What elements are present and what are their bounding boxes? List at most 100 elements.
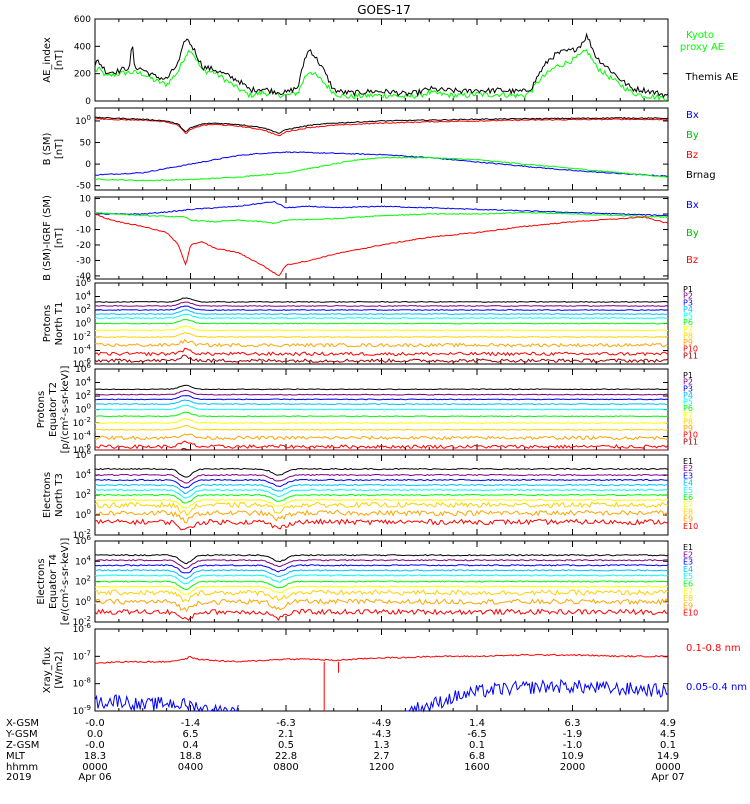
elec2-channel-label: E8 bbox=[683, 594, 693, 603]
footer-row-label: hhmm bbox=[6, 762, 38, 773]
xray-legend-long: 0.1-0.8 nm bbox=[686, 643, 741, 654]
bigrf-series-line bbox=[95, 200, 669, 217]
prot2-ytick-label: 10-4 bbox=[73, 430, 92, 443]
bigrf-ytick-label: 10 bbox=[80, 195, 92, 205]
footer-value: Apr 07 bbox=[651, 772, 684, 783]
prot1-channel-line bbox=[94, 313, 669, 320]
footer-value: 0.5 bbox=[278, 740, 294, 751]
prot2-ylabel: [p/(cm²-s-sr-keV)] bbox=[60, 366, 71, 454]
bigrf-legend-bz: Bz bbox=[686, 255, 698, 266]
prot1-channel-label: P2 bbox=[683, 292, 693, 301]
elec2-channel-label: E6 bbox=[683, 580, 693, 589]
elec2-channel-line bbox=[94, 608, 669, 621]
elec1-channel-label: E2 bbox=[683, 464, 693, 473]
elec1-channel-line bbox=[94, 478, 669, 489]
prot2-channel-label: P2 bbox=[683, 378, 693, 387]
elec2-channel-label: E10 bbox=[683, 609, 698, 618]
prot2-channel-line bbox=[94, 440, 669, 450]
elec2-channel-line bbox=[94, 574, 669, 585]
ae-ylabel: AE_index bbox=[42, 37, 53, 83]
bsm-ylabel: B (SM) bbox=[42, 132, 53, 165]
prot1-channel-line bbox=[94, 347, 669, 357]
elec2-channel-label: E4 bbox=[683, 565, 693, 574]
prot2-channel-label: P6 bbox=[683, 404, 693, 413]
xray-legend-short: 0.05-0.4 nm bbox=[686, 682, 747, 693]
prot1-channel-label: P7 bbox=[683, 325, 693, 334]
bsm-ytick-label: 100 bbox=[75, 114, 91, 127]
prot2-channel-label: P8 bbox=[683, 417, 693, 426]
footer-value: -4.9 bbox=[372, 718, 392, 729]
ae-frame bbox=[94, 18, 669, 102]
elec1-channel-label: E5 bbox=[683, 486, 693, 495]
xray-series-line bbox=[94, 694, 239, 713]
elec1-ylabel: Electrons bbox=[42, 472, 53, 518]
footer-value: -1.4 bbox=[181, 718, 201, 729]
elec2-channel-line bbox=[94, 580, 669, 591]
prot1-ytick-label: 100 bbox=[75, 317, 91, 330]
footer-value: 6.3 bbox=[565, 718, 581, 729]
bigrf-ytick-label: -10 bbox=[76, 225, 91, 235]
elec1-channel-label: E6 bbox=[683, 493, 693, 502]
elec1-channel-line bbox=[95, 467, 669, 478]
bigrf-legend-bx: Bx bbox=[686, 200, 699, 211]
prot2-ytick-label: 102 bbox=[75, 389, 91, 402]
plot-title: GOES-17 bbox=[357, 3, 411, 17]
prot1-channel-label: P9 bbox=[683, 338, 693, 347]
footer-value: 4.5 bbox=[660, 729, 676, 740]
footer-value: 6.8 bbox=[469, 751, 485, 762]
elec1-channel-label: E3 bbox=[683, 471, 693, 480]
bigrf-ylabel: [nT] bbox=[54, 228, 65, 248]
prot1-channel-line bbox=[94, 297, 669, 303]
prot2-channel-line bbox=[94, 418, 669, 424]
ae-legend-themis: Themis AE bbox=[685, 72, 739, 83]
prot1-channel-label: P3 bbox=[683, 298, 693, 307]
prot2-channel-label: P3 bbox=[683, 384, 693, 393]
elec2-channel-line bbox=[94, 569, 669, 580]
elec1-channel-label: E7 bbox=[683, 500, 693, 509]
ae-ytick-label: 600 bbox=[74, 15, 91, 25]
bigrf-series-line bbox=[94, 211, 668, 225]
elec2-ylabel: [e/(cm²-s-sr-keV)] bbox=[60, 538, 71, 626]
bsm-legend-by: By bbox=[686, 130, 699, 141]
prot2-ytick-label: 100 bbox=[75, 403, 91, 416]
elec1-channel-line bbox=[94, 483, 669, 495]
bsm-series-line bbox=[94, 156, 669, 182]
elec1-channel-label: E4 bbox=[683, 479, 693, 488]
elec2-channel-label: E1 bbox=[683, 543, 693, 552]
footer-value: 0400 bbox=[178, 762, 203, 773]
bsm-ytick-label: 50 bbox=[80, 139, 92, 149]
prot1-ytick-label: 102 bbox=[75, 303, 91, 316]
bsm-series-line bbox=[94, 116, 669, 134]
prot2-channel-line bbox=[94, 395, 669, 401]
elec2-channel-line bbox=[94, 564, 669, 574]
prot2-ylabel: Equator T2 bbox=[48, 382, 59, 437]
prot1-channel-line bbox=[94, 332, 669, 338]
prot1-channel-label: P11 bbox=[683, 351, 698, 360]
footer-value: 1.3 bbox=[374, 740, 390, 751]
prot2-ytick-label: 10-2 bbox=[73, 416, 91, 429]
ae-series-line bbox=[94, 48, 669, 102]
elec2-channel-line bbox=[94, 598, 669, 613]
elec2-channel-label: E3 bbox=[683, 558, 693, 567]
bigrf-ylabel: B (SM)-IGRF (SM) bbox=[42, 195, 53, 281]
elec2-channel-line bbox=[95, 559, 668, 570]
prot1-ytick-label: 10-2 bbox=[73, 330, 91, 343]
ae-ylabel: [nT] bbox=[54, 50, 65, 70]
xray-ytick-label: 10-9 bbox=[73, 704, 91, 717]
bigrf-frame bbox=[94, 196, 669, 280]
prot1-channel-line bbox=[94, 309, 669, 316]
footer-value: -6.5 bbox=[467, 729, 487, 740]
footer-value: 18.3 bbox=[84, 751, 106, 762]
prot2-channel-label: P9 bbox=[683, 424, 693, 433]
footer-value: 22.8 bbox=[275, 751, 297, 762]
prot2-channel-label: P5 bbox=[683, 398, 693, 407]
elec2-channel-line bbox=[95, 554, 669, 565]
footer-value: 0800 bbox=[273, 762, 298, 773]
xray-frame bbox=[94, 628, 669, 712]
footer-value: 6.5 bbox=[183, 729, 199, 740]
bigrf-ytick-label: 0 bbox=[85, 210, 91, 220]
prot1-channel-line bbox=[94, 305, 669, 311]
xray-series-line bbox=[94, 653, 669, 665]
bigrf-ytick-label: -20 bbox=[76, 241, 91, 251]
